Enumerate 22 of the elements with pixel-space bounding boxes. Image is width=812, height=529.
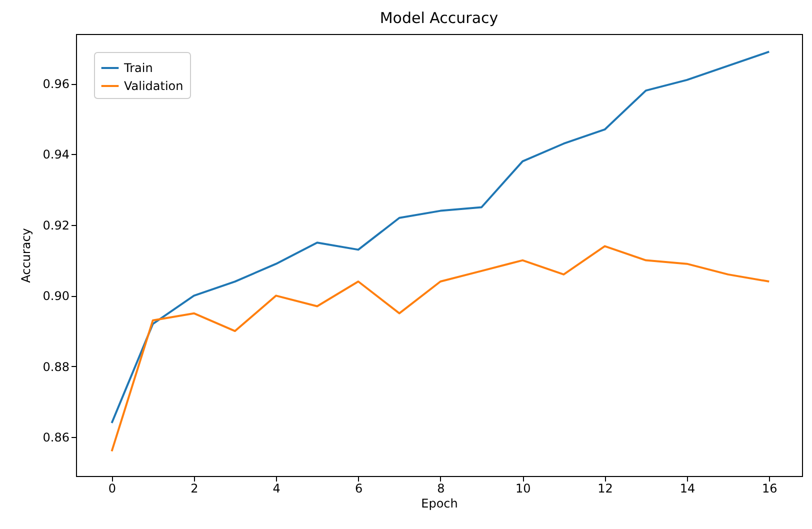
x-tick-label: 12	[598, 482, 613, 496]
x-tick-label: 4	[272, 482, 280, 496]
x-tick-label: 6	[354, 482, 363, 496]
x-tick-label: 8	[437, 482, 445, 496]
y-axis-title: Accuracy	[18, 228, 33, 283]
y-tick-label: 0.90	[42, 289, 70, 304]
y-tick-label: 0.88	[42, 360, 70, 374]
x-axis-title: Epoch	[421, 496, 458, 510]
x-tick-label: 16	[762, 482, 778, 496]
line-series	[110, 245, 770, 452]
x-tick-label: 10	[515, 482, 531, 496]
chart-title: Model Accuracy	[380, 9, 498, 27]
y-tick-label: 0.86	[42, 430, 70, 445]
line-series	[110, 50, 770, 424]
x-tick-label: 0	[108, 482, 116, 496]
y-tick-label: 0.92	[42, 218, 70, 232]
x-tick-label: 14	[680, 482, 696, 496]
y-tick-label: 0.96	[42, 77, 70, 92]
x-tick-label: 2	[190, 482, 198, 496]
legend-label: Train	[123, 61, 153, 75]
legend-label: Validation	[124, 79, 184, 93]
y-tick-label: 0.94	[42, 148, 70, 162]
